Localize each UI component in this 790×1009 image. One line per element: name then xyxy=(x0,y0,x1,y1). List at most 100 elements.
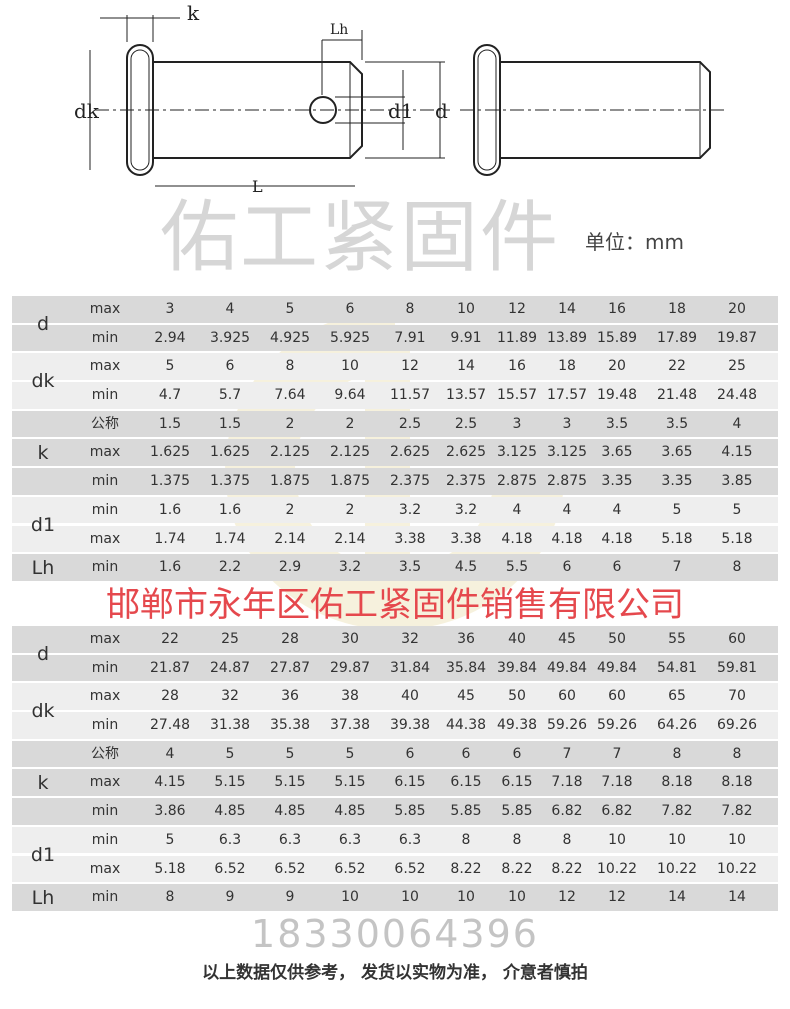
table-cell: 18 xyxy=(668,301,686,317)
table-cell: 1.375 xyxy=(149,473,191,490)
table-cell: 2.2 xyxy=(218,559,242,576)
table-cell: 9.64 xyxy=(334,387,366,404)
table-cell: 5.85 xyxy=(450,803,482,820)
row-sublabel: max xyxy=(89,688,121,705)
table-cell: 27.48 xyxy=(149,717,191,734)
table-row: min 4.7 5.7 7.64 9.64 11.57 13.57 15.57 17.57 19.… xyxy=(12,382,778,409)
row-sublabel: max xyxy=(89,444,121,461)
table-row: max 1.74 1.74 2.14 2.14 3.38 3.38 4.18 4.18 4.18 5… xyxy=(12,525,778,552)
row-sublabel: 公称 xyxy=(91,415,119,432)
table-cell: 49.38 xyxy=(496,717,538,734)
table-row: max 3 4 5 6 8 10 12 14 16 18 20 xyxy=(12,296,778,323)
table-cell: 22 xyxy=(161,631,179,647)
brand-watermark: 佑工紧固件 xyxy=(160,193,561,283)
label-l: L xyxy=(252,177,263,196)
table-cell: 28 xyxy=(281,631,299,647)
table-cell: 59.81 xyxy=(716,659,758,676)
row-sublabel: min xyxy=(91,659,119,676)
table-cell: 14 xyxy=(728,889,746,906)
table-cell: 8 xyxy=(732,559,742,576)
table-row: min 3.86 4.85 4.85 4.85 5.85 5.85 5.85 6.82 6.82 7… xyxy=(12,798,778,825)
table-cell: 1.5 xyxy=(218,415,242,432)
table-cell: 5.15 xyxy=(214,774,246,791)
table-cell: 15.57 xyxy=(496,387,538,404)
table-cell: 8 xyxy=(732,745,742,762)
table-cell: 1.625 xyxy=(209,444,251,461)
table-cell: 3.125 xyxy=(496,444,538,461)
table-cell: 2.125 xyxy=(269,444,311,461)
table-cell: 6.52 xyxy=(214,860,246,877)
table-cell: 54.81 xyxy=(656,659,698,676)
table-cell: 37.38 xyxy=(329,717,371,734)
table-cell: 6 xyxy=(225,358,235,375)
table-cell: 2 xyxy=(345,415,355,432)
row-sublabel: 公称 xyxy=(91,745,119,762)
table-cell: 6.3 xyxy=(338,831,362,848)
table-cell: 39.84 xyxy=(496,659,538,676)
row-sublabel: max xyxy=(89,358,121,375)
table-cell: 24.48 xyxy=(716,387,758,404)
table-cell: 5.15 xyxy=(334,774,366,791)
table-cell: 2.9 xyxy=(278,559,302,576)
table-cell: 3.85 xyxy=(721,473,753,490)
table-cell: 8 xyxy=(165,889,175,906)
table-cell: 30 xyxy=(341,631,359,647)
table-cell: 6.3 xyxy=(278,831,302,848)
table-cell: 16 xyxy=(608,301,626,317)
table-cell: 2 xyxy=(285,415,295,432)
table-cell: 45 xyxy=(457,688,475,705)
table-cell: 4.7 xyxy=(158,387,182,404)
group-label: dk xyxy=(31,370,55,393)
table-cell: 20 xyxy=(608,358,626,375)
table-cell: 7 xyxy=(672,559,682,576)
table-cell: 49.84 xyxy=(596,659,638,676)
table-cell: 38 xyxy=(341,688,359,705)
table-cell: 5.18 xyxy=(721,530,753,547)
table-cell: 7.64 xyxy=(274,387,306,404)
table-cell: 3.35 xyxy=(601,473,633,490)
table-cell: 8.22 xyxy=(501,860,533,877)
table-row: max 5.18 6.52 6.52 6.52 6.52 8.22 8.22 8.22 10.22… xyxy=(12,855,778,882)
table-row: max 5 6 8 10 12 14 16 18 20 22 25 xyxy=(12,353,778,380)
table-cell: 4.925 xyxy=(269,329,311,346)
table-cell: 2.875 xyxy=(496,473,538,490)
table-cell: 5 xyxy=(285,301,295,317)
table-cell: 1.875 xyxy=(329,473,371,490)
table-cell: 10 xyxy=(508,889,526,906)
table-cell: 10 xyxy=(608,831,626,848)
table-row: min 1.6 2.2 2.9 3.2 3.5 4.5 5.5 6 6 7 8 xyxy=(12,554,778,581)
table-cell: 6 xyxy=(405,745,415,762)
label-d: d xyxy=(435,99,448,123)
table-cell: 6.15 xyxy=(450,774,482,791)
table-cell: 4.18 xyxy=(601,530,633,547)
table-cell: 2.625 xyxy=(389,444,431,461)
table-cell: 4.15 xyxy=(154,774,186,791)
row-sublabel: max xyxy=(89,301,121,317)
table-cell: 25 xyxy=(221,631,239,647)
table-cell: 10 xyxy=(341,358,359,375)
table-cell: 27.87 xyxy=(269,659,311,676)
table-cell: 4.18 xyxy=(551,530,583,547)
table-cell: 6.52 xyxy=(394,860,426,877)
table-cell: 50 xyxy=(508,688,526,705)
table-cell: 10 xyxy=(728,831,746,848)
table-cell: 5 xyxy=(285,745,295,762)
table-cell: 64.26 xyxy=(656,717,698,734)
table-cell: 3.2 xyxy=(398,501,422,518)
table-cell: 10 xyxy=(401,889,419,906)
table-cell: 69.26 xyxy=(716,717,758,734)
table-cell: 8 xyxy=(405,301,415,317)
table-cell: 7.82 xyxy=(721,803,753,820)
table-cell: 3.2 xyxy=(338,559,362,576)
table-cell: 5 xyxy=(672,501,682,518)
table-cell: 31.84 xyxy=(389,659,431,676)
table-cell: 3 xyxy=(165,301,175,317)
table-cell: 13.89 xyxy=(546,329,588,346)
table-cell: 4.18 xyxy=(501,530,533,547)
group-label: d xyxy=(36,642,50,665)
table-cell: 8 xyxy=(672,745,682,762)
table-cell: 3.5 xyxy=(605,415,629,432)
table-row: min 1.375 1.375 1.875 1.875 2.375 2.375 2.875 2.… xyxy=(12,468,778,495)
table-cell: 3.5 xyxy=(398,559,422,576)
